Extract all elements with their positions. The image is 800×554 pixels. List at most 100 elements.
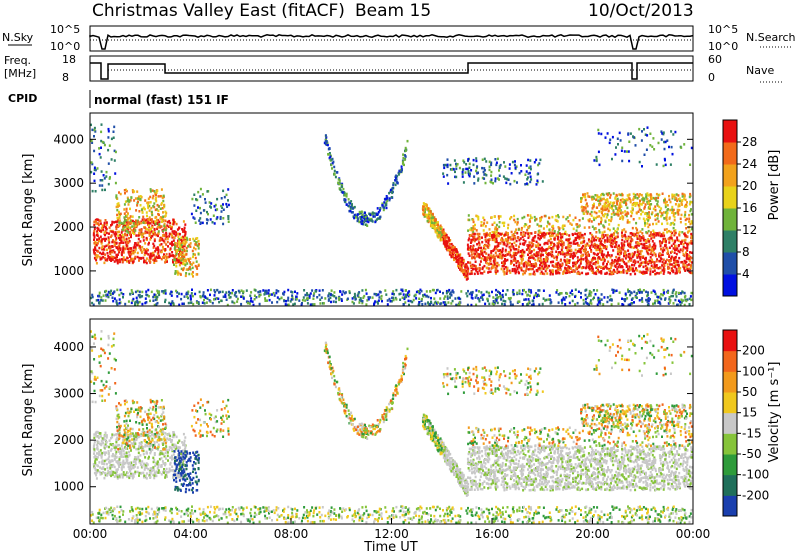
data-cell [139,195,142,198]
data-cell [460,269,463,272]
data-cell [576,225,579,229]
data-cell [495,254,498,257]
data-cell [520,228,523,231]
data-cell [524,298,527,301]
data-cell [178,226,181,229]
data-cell [240,289,243,292]
data-cell [661,234,664,238]
data-cell [607,253,609,257]
data-cell [132,222,135,225]
data-cell [690,251,693,254]
data-cell [289,300,292,303]
data-cell [614,259,616,262]
data-cell [548,239,551,242]
data-cell [500,236,503,240]
data-cell [413,294,416,298]
data-cell [511,303,514,306]
data-cell [613,268,615,272]
data-cell [509,296,512,300]
data-cell [185,253,188,256]
data-cell [478,300,481,303]
data-cell [101,188,104,192]
data-cell [103,256,106,260]
data-cell [520,226,523,230]
data-cell [680,292,683,295]
data-cell [138,256,141,260]
data-cell [164,219,167,222]
data-cell [182,245,185,248]
data-cell [690,220,693,223]
data-cell [638,255,641,259]
data-cell [152,230,155,234]
data-cell [196,267,199,270]
data-cell [234,291,237,295]
data-cell [236,300,239,303]
data-cell [489,256,492,259]
data-cell [407,299,410,303]
data-cell [540,250,543,253]
data-cell [477,234,480,237]
data-cell [638,234,641,238]
data-cell [505,253,508,256]
data-cell [454,297,457,300]
data-cell [618,246,621,250]
data-cell [635,245,638,248]
data-cell [94,248,97,252]
data-cell [475,229,478,232]
data-cell [513,263,515,267]
data-cell [596,215,599,219]
data-cell [674,212,677,215]
data-cell [684,213,687,217]
data-cell [176,242,179,245]
data-cell [598,257,601,260]
data-cell [618,263,621,266]
data-cell [677,263,680,267]
data-cell [529,260,531,263]
data-cell [162,239,165,243]
data-cell [514,220,517,224]
data-cell [113,240,116,244]
data-cell [614,245,616,249]
data-cell [155,215,158,219]
data-cell [144,249,147,252]
data-cell [638,270,641,273]
data-cell [629,235,632,239]
data-cell [586,192,589,195]
data-cell [584,266,587,270]
data-cell [537,236,540,240]
data-cell [461,257,464,260]
data-cell [666,263,669,266]
data-cell [115,237,118,240]
data-cell [153,259,156,262]
data-cell [340,298,343,301]
data-cell [637,231,640,235]
data-cell [540,267,543,270]
data-cell [338,296,341,300]
data-cell [466,272,469,275]
data-cell [259,293,262,296]
data-cell [629,243,632,246]
data-cell [447,301,450,304]
data-cell [126,214,129,217]
data-cell [95,258,98,262]
data-cell [534,244,537,247]
data-cell [641,228,644,231]
data-cell [231,300,234,303]
data-cell [688,254,691,258]
data-cell [458,303,461,307]
data-cell [242,291,245,295]
data-cell [611,288,614,291]
data-cell [94,247,97,250]
data-cell [483,264,486,268]
data-cell [358,220,361,224]
data-cell [551,241,554,244]
data-cell [501,232,504,236]
data-cell [158,213,160,217]
data-cell [153,238,156,241]
data-cell [494,251,497,254]
data-cell [110,259,113,262]
data-cell [102,294,105,297]
data-cell [364,288,367,292]
data-cell [599,250,602,253]
data-cell [113,260,116,263]
